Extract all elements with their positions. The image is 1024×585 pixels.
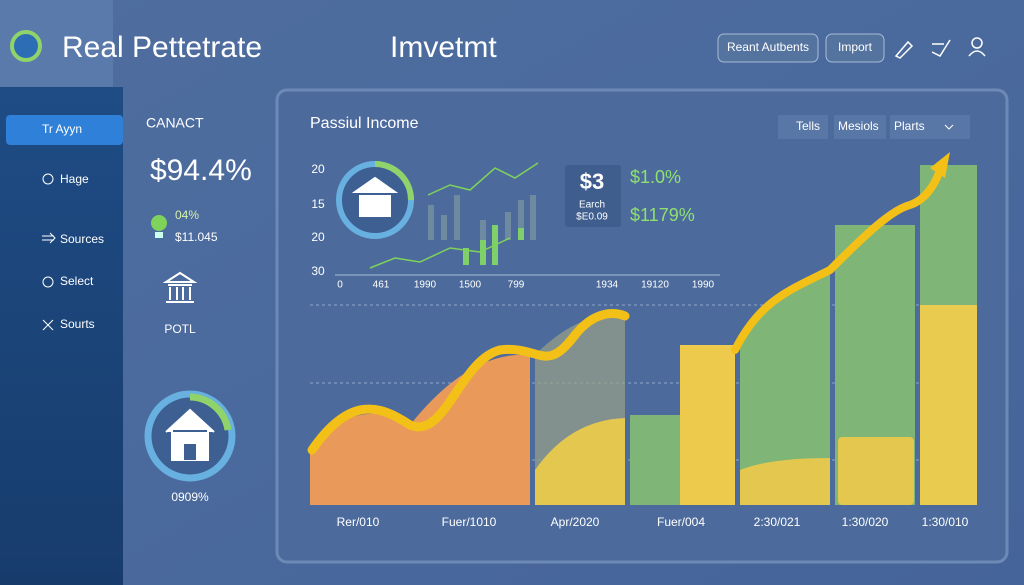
mini-x-label: 0 [337,280,343,291]
mini-x-label: 1990 [692,280,715,291]
mini-line [369,237,511,269]
bar [680,345,735,505]
area [410,354,530,505]
nav-item-active[interactable] [6,115,123,145]
stat-box [565,165,621,227]
x-label: 2:30/021 [754,515,801,529]
tab-label[interactable]: Mesiols [838,119,879,133]
stat-box-value: $3 [580,169,604,194]
nav-label[interactable]: Select [60,274,94,288]
mini-y-label: 20 [311,162,325,176]
summary-value: $94.4% [150,154,252,187]
mini-x-label: 1500 [459,280,482,291]
area [740,270,830,505]
icon-label: POTL [164,322,196,336]
button-label[interactable]: Import [838,40,873,54]
nav-label[interactable]: Hage [60,172,89,186]
edit-icon[interactable] [894,40,914,59]
tab[interactable] [778,115,828,139]
x-label: Apr/2020 [551,515,600,529]
x-label: Fuer/1010 [442,515,497,529]
nav-icon [42,232,56,244]
ring-arc [189,393,232,431]
trend-arrow [930,152,950,178]
mini-line [427,162,539,196]
chevron [944,124,954,130]
nav-icon [42,173,54,185]
stat-percent: 04% [175,208,199,222]
nav-icon [42,319,54,331]
area [740,458,830,505]
bulb-icon [155,232,163,238]
tab[interactable] [890,115,970,139]
nav-label[interactable]: Sourts [60,317,95,331]
house-door [184,444,196,460]
button[interactable] [825,33,885,63]
logo [10,30,42,62]
nav-icon [42,276,54,288]
trend-line [731,166,944,354]
x-label: 1:30/020 [842,515,889,529]
nav-label[interactable]: Sources [60,232,104,246]
area [310,413,410,505]
stat: $1.0% [630,167,681,187]
mini-x-label: 1934 [596,280,619,291]
app-title: Real Pettetrate [62,31,262,64]
sidebar [0,87,123,585]
button[interactable] [717,33,819,63]
panel-title: Passiul Income [310,115,419,132]
mini-x-label: 19120 [641,280,669,291]
mini-x-label: 799 [508,280,525,291]
stat-amount: $11.045 [175,230,218,244]
stat: $1179% [630,205,695,225]
bar [838,437,914,505]
bulb-icon [151,215,167,231]
chart-icon[interactable] [931,39,951,57]
mini-y-label: 15 [311,197,325,211]
mini-house [351,176,399,217]
bar [630,415,680,505]
nav-label[interactable]: Tr Ayyn [42,122,82,136]
x-label: 1:30/010 [922,515,969,529]
user-icon[interactable] [971,37,983,49]
area [535,418,625,505]
button-label[interactable]: Reant Autbents [727,40,809,54]
x-label: Rer/010 [337,515,380,529]
mini-bars [428,195,536,240]
stat-box-label: Earch [579,200,605,211]
temple-icon [162,271,198,303]
ring-label: 0909% [171,490,209,504]
stat-box-sub: $E0.09 [576,212,608,223]
mini-y-label: 30 [311,264,325,278]
mini-ring-arc [374,161,414,201]
mini-x-label: 1990 [414,280,437,291]
tab[interactable] [834,115,886,139]
trend-line [307,309,630,455]
center-title: Imvetmt [390,31,497,64]
x-label: Fuer/004 [657,515,705,529]
tab-label[interactable]: Tells [796,119,820,133]
user-icon[interactable] [968,50,986,57]
mini-y-label: 20 [311,230,325,244]
summary-label: CANACT [146,115,204,131]
mini-x-label: 461 [373,280,390,291]
bar [920,305,977,505]
tab-label[interactable]: Plarts [894,119,925,133]
